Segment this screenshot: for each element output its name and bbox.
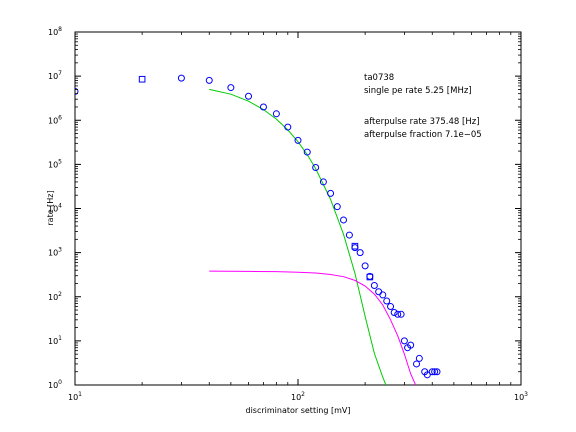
data-point [294, 136, 302, 144]
data-point [379, 291, 387, 299]
data-point-square [366, 273, 374, 281]
data-point [356, 249, 364, 257]
y-tick-label: 100 [48, 379, 62, 390]
data-point [383, 297, 391, 305]
y-tick-label: 102 [48, 291, 62, 302]
data-point [431, 368, 439, 376]
data-point [75, 87, 79, 95]
data-point [413, 360, 421, 368]
data-point [345, 231, 353, 239]
data-point [361, 262, 369, 270]
data-point [400, 337, 408, 345]
data-point [284, 123, 292, 131]
y-tick-label: 101 [48, 335, 62, 346]
data-point [327, 189, 335, 197]
y-tick-label: 105 [48, 158, 62, 169]
data-point [390, 308, 398, 316]
fit-curves [209, 88, 417, 385]
data-point [245, 92, 253, 100]
data-point [227, 84, 235, 92]
y-tick-label: 108 [48, 26, 62, 37]
annotation-afterpulse-fraction: afterpulse fraction 7.1e−05 [364, 130, 482, 140]
x-tick-label: 102 [291, 391, 305, 402]
data-point [177, 74, 185, 82]
data-point [397, 310, 405, 318]
data-point [370, 281, 378, 289]
y-tick-label: 107 [48, 70, 62, 81]
data-point [433, 368, 441, 376]
fit-curve-2 [209, 88, 387, 385]
y-axis-label: rate [Hz] [46, 190, 55, 225]
annotation-afterpulse-rate: afterpulse rate 375.48 [Hz] [364, 117, 480, 127]
data-point [340, 216, 348, 224]
data-point-square [351, 242, 359, 250]
x-tick-label: 101 [68, 391, 82, 402]
data-markers [75, 74, 441, 379]
y-tick-label: 103 [48, 247, 62, 258]
data-point [272, 110, 280, 118]
data-point [415, 354, 423, 362]
data-point [312, 163, 320, 171]
y-tick-label: 104 [48, 203, 62, 214]
data-point [387, 303, 395, 311]
axis-ticks: 101 102 103 100 101 102 103 104 105 106 107 108 [48, 26, 528, 402]
data-point [259, 103, 267, 111]
x-axis-label: discriminator setting [mV] [245, 406, 350, 415]
data-point [423, 371, 431, 379]
y-tick-label: 106 [48, 114, 62, 125]
data-point-square [138, 75, 146, 83]
data-point [319, 178, 327, 186]
data-point [303, 148, 311, 156]
fit-curve-3 [209, 270, 417, 385]
data-point [394, 310, 402, 318]
plot-area [74, 31, 522, 386]
data-point [205, 76, 213, 84]
annotation-run-id: ta0738 [364, 73, 394, 83]
annotation-single-pe-rate: single pe rate 5.25 [MHz] [364, 86, 472, 96]
data-point [333, 203, 341, 211]
x-tick-label: 103 [514, 391, 528, 402]
data-point [407, 341, 415, 349]
data-point [428, 368, 436, 376]
